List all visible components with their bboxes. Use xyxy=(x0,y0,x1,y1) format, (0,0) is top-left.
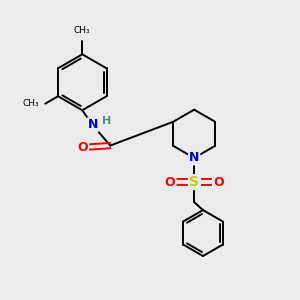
FancyBboxPatch shape xyxy=(188,176,201,189)
Text: CH₃: CH₃ xyxy=(22,99,39,108)
Text: N: N xyxy=(87,118,98,131)
Text: O: O xyxy=(78,141,88,154)
Text: S: S xyxy=(189,175,199,189)
Text: H: H xyxy=(102,116,111,126)
Text: O: O xyxy=(213,176,224,189)
Text: O: O xyxy=(165,176,175,189)
Text: N: N xyxy=(189,152,200,164)
Text: CH₃: CH₃ xyxy=(74,26,91,34)
